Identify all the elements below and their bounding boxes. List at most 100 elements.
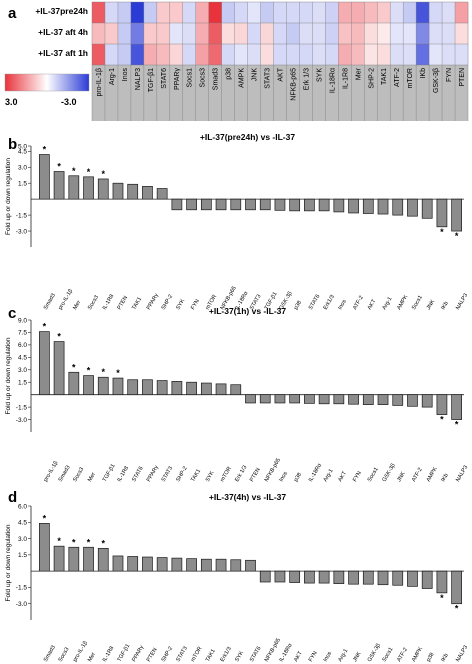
bar — [142, 379, 153, 396]
x-tick-label: STAT6 — [131, 466, 144, 483]
significance-star: * — [57, 536, 61, 546]
significance-star: * — [116, 368, 120, 378]
heatmap-cell — [195, 44, 209, 66]
heatmap-cell — [208, 23, 222, 45]
bar — [53, 171, 65, 200]
significance-star: * — [43, 322, 47, 332]
heatmap-cell — [234, 44, 248, 66]
bar — [289, 198, 301, 212]
heatmap-cell — [130, 2, 145, 24]
x-tick-label: STAT3 — [161, 466, 174, 483]
heatmap-cell — [182, 23, 197, 45]
heatmap-cell — [351, 2, 365, 24]
chart-title: +IL-37(4h) vs -IL-37 — [209, 492, 287, 502]
bar — [186, 198, 197, 211]
bar — [333, 198, 345, 213]
bar — [436, 394, 448, 415]
y-axis-label: Fold up or down regulation — [5, 158, 12, 235]
x-tick-label: ATF-2 — [352, 295, 365, 311]
heatmap-column-label: Socs3 — [200, 68, 207, 88]
heatmap-cell — [455, 44, 469, 66]
x-tick-label: STAT6 — [308, 294, 321, 311]
heatmap-cell — [182, 2, 197, 24]
bar — [362, 394, 374, 405]
heatmap-row-label: +IL-37pre24h — [35, 6, 88, 16]
x-tick-label: IKb — [440, 301, 449, 311]
heatmap-cell — [156, 44, 171, 66]
heatmap-cell — [442, 2, 456, 24]
heatmap-cell — [299, 44, 313, 66]
x-tick-label: Mer — [72, 300, 82, 311]
heatmap-cell — [286, 2, 300, 24]
bar — [245, 394, 256, 404]
bar — [348, 198, 359, 214]
y-tick-label: 4.5 — [18, 355, 27, 362]
bar — [200, 558, 212, 572]
heatmap-cell — [403, 44, 417, 66]
bar — [421, 198, 433, 219]
heatmap-cell — [247, 44, 261, 66]
y-tick-label: 3.0 — [18, 536, 27, 543]
x-tick-label: AKT — [367, 298, 378, 311]
bar — [142, 186, 153, 200]
x-tick-label: TGF-β1 — [117, 643, 132, 663]
heatmap-column-label: IKb — [420, 68, 427, 79]
y-tick-label: -1.5 — [16, 212, 28, 219]
bar — [259, 570, 271, 583]
heatmap-column-label: Inos — [122, 68, 129, 82]
bar — [274, 570, 286, 583]
x-tick-label: TAK1 — [131, 296, 143, 311]
bar-chart-4h: +IL-37(4h) vs -IL-37 -3.0 -1.5 1.5 3.0 4.5 6.0… — [5, 492, 469, 663]
heatmap-cell — [195, 23, 209, 45]
bar — [289, 570, 301, 583]
x-tick-label: NALP3 — [455, 465, 469, 483]
significance-star: * — [440, 227, 444, 237]
x-tick-label: GSK-3β — [367, 643, 382, 663]
chart-title: +IL-37(pre24h) vs -IL-37 — [200, 132, 295, 142]
heatmap-column-label: ATF-2 — [394, 68, 401, 87]
x-tick-label: p38 — [293, 300, 303, 311]
bar — [348, 394, 359, 405]
heatmap-cell — [416, 44, 430, 66]
heatmap-cell — [143, 44, 158, 66]
bar — [127, 183, 139, 200]
significance-star: * — [57, 162, 61, 172]
y-tick-label: 5.0 — [18, 143, 27, 150]
x-tick-label: Erk 1/3 — [234, 465, 248, 483]
heatmap-cell — [208, 44, 222, 66]
x-tick-label: ATF-2 — [411, 467, 424, 483]
y-tick-label: 1.5 — [18, 181, 27, 188]
significance-star: * — [43, 145, 47, 155]
x-tick-label: mTOR — [220, 466, 233, 483]
bar — [83, 176, 94, 200]
heatmap-cell — [104, 23, 119, 45]
heatmap-cell — [156, 23, 171, 45]
heatmap-column-label: PTEN — [459, 68, 466, 87]
x-tick-label: AMPK — [426, 466, 439, 483]
x-tick-label: Socs3 — [72, 467, 85, 483]
significance-star: * — [102, 367, 106, 377]
bar — [377, 198, 389, 215]
x-tick-label: PTEN — [146, 647, 159, 663]
heatmap-cell — [442, 44, 456, 66]
heatmap-cell — [299, 2, 313, 24]
bar — [421, 394, 433, 408]
heatmap-cell — [273, 2, 287, 24]
significance-star: * — [440, 593, 444, 603]
heatmap-cell — [221, 2, 235, 24]
x-tick-label: IL-1R8 — [102, 293, 116, 311]
x-tick-label: NALP3 — [455, 645, 469, 663]
bar — [215, 198, 227, 211]
x-tick-label: JNK — [352, 651, 363, 663]
heatmap-label-band — [92, 65, 468, 121]
heatmap-cell — [92, 44, 106, 66]
panel-label-c: c — [8, 305, 16, 322]
significance-star: * — [102, 538, 106, 548]
x-tick-label: Smad3 — [43, 293, 57, 311]
x-tick-label: AMPK — [396, 294, 409, 311]
y-tick-label: -3.0 — [16, 417, 28, 424]
bar — [68, 371, 80, 396]
heatmap-column-label: SHP-2 — [368, 68, 375, 89]
heatmap-column-label: SYK — [316, 68, 323, 82]
heatmap-cell — [286, 23, 300, 45]
